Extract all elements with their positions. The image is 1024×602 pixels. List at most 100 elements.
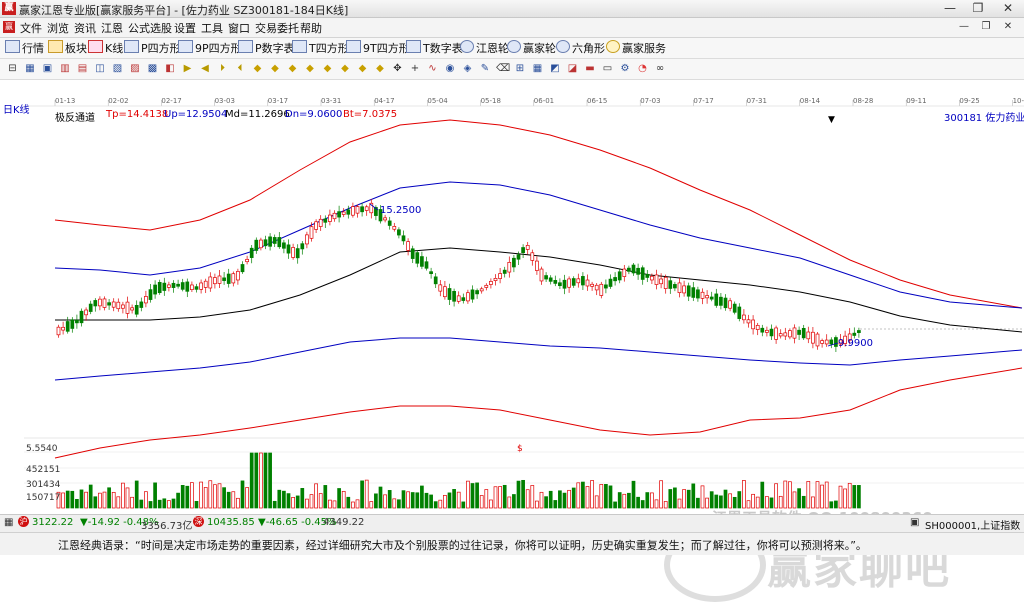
date-tick: 08-28 bbox=[853, 97, 874, 105]
tool-icon-26[interactable]: ◈ bbox=[463, 63, 472, 74]
tool-icon-24[interactable]: ∿ bbox=[428, 63, 437, 74]
candle bbox=[792, 327, 797, 339]
center-black-line bbox=[55, 247, 1023, 333]
tool-icon-21[interactable]: ◆ bbox=[376, 63, 384, 74]
tool-icon-13[interactable]: ⏴ bbox=[237, 63, 243, 74]
toolbar-t-square[interactable]: T四方形 bbox=[292, 40, 349, 56]
candle bbox=[323, 218, 328, 223]
volume-bar bbox=[668, 489, 673, 509]
tool-icon-27[interactable]: ✎ bbox=[480, 63, 490, 74]
winner-wheel-icon bbox=[507, 40, 521, 53]
candle bbox=[728, 300, 732, 309]
volume-bar bbox=[401, 490, 406, 509]
tool-icon-34[interactable]: ▭ bbox=[602, 63, 613, 74]
candle bbox=[272, 237, 277, 244]
restore-button[interactable]: ❐ bbox=[972, 1, 984, 15]
tool-icon-37[interactable]: ∞ bbox=[655, 63, 665, 74]
menu-help[interactable]: 帮助 bbox=[300, 22, 322, 35]
toolbar-9p-square[interactable]: 9P四方形 bbox=[178, 40, 242, 56]
index-selector-icon[interactable]: ▣ bbox=[910, 517, 920, 528]
tool-icon-19[interactable]: ◆ bbox=[341, 63, 349, 74]
tool-icon-6[interactable]: ▧ bbox=[112, 63, 123, 74]
toolbar-9t-square[interactable]: 9T四方形 bbox=[346, 40, 410, 56]
tool-icon-10[interactable]: ▶ bbox=[183, 63, 192, 74]
toolbar-kline[interactable]: K线 bbox=[88, 40, 123, 56]
tool-icon-31[interactable]: ◩ bbox=[550, 63, 560, 74]
volume-bar bbox=[631, 480, 636, 509]
candle bbox=[70, 319, 75, 329]
date-tick: 08-14 bbox=[799, 97, 821, 105]
menu-formula[interactable]: 公式选股 bbox=[128, 22, 172, 35]
candle bbox=[512, 257, 516, 268]
tool-icon-2[interactable]: ▣ bbox=[42, 63, 53, 74]
minimize-button[interactable]: — bbox=[944, 1, 956, 15]
toolbar-hexagon[interactable]: 六角形 bbox=[556, 40, 605, 56]
sub-close-button[interactable]: ✕ bbox=[1003, 21, 1013, 32]
toolbar-service[interactable]: 赢家服务 bbox=[606, 40, 666, 56]
tool-icon-16[interactable]: ◆ bbox=[288, 63, 297, 74]
toolbar-winner-wheel[interactable]: 赢家轮 bbox=[507, 40, 556, 56]
menu-gann[interactable]: 江恩 bbox=[101, 22, 123, 35]
menu-window[interactable]: 窗口 bbox=[228, 22, 250, 35]
toolbar-p-number-table[interactable]: P数字表 bbox=[238, 40, 295, 56]
candle bbox=[167, 284, 171, 288]
volume-bar bbox=[852, 485, 857, 509]
drawing-toolbar: ⊟ ▦ ▣ ▥ ▤ ◫ ▧ ▨ ▩ ◧ ▶ ◀ ⏵ ⏴ ◆ ◆ ◆ ◆ ◆ ◆ ◆ ◆ ✥ + ∿ ◉ ◈ ✎ ⌫ ⊞ ▦ ◩ ◪ ▬ ▭ ⚙ ◔ ∞ bbox=[0, 59, 1024, 80]
menu-trade[interactable]: 交易委托 bbox=[255, 22, 299, 35]
tool-icon-14[interactable]: ◆ bbox=[253, 63, 262, 74]
tool-icon-11[interactable]: ◀ bbox=[201, 63, 209, 74]
menu-info[interactable]: 资讯 bbox=[74, 22, 96, 35]
tool-icon-18[interactable]: ◆ bbox=[323, 63, 332, 74]
volume-bar bbox=[61, 492, 65, 509]
volume-bar bbox=[107, 487, 111, 509]
kline-chart-panel[interactable]: 日K线 01-13 02-02 02-17 03-03 03-17 03-31 04-17 0… bbox=[0, 80, 1024, 602]
sub-restore-button[interactable]: ❐ bbox=[981, 21, 991, 32]
tool-icon-12[interactable]: ⏵ bbox=[220, 63, 225, 74]
volume-bar bbox=[397, 499, 401, 509]
volume-bar bbox=[700, 485, 705, 509]
tool-icon-15[interactable]: ◆ bbox=[271, 63, 279, 74]
index-name[interactable]: SH000001,上证指数 bbox=[925, 521, 1021, 532]
tool-icon-20[interactable]: ◆ bbox=[358, 63, 367, 74]
menu-tools[interactable]: 工具 bbox=[201, 22, 223, 35]
tool-icon-36[interactable]: ◔ bbox=[638, 63, 647, 74]
menu-browse[interactable]: 浏览 bbox=[47, 22, 69, 35]
tool-icon-33[interactable]: ▬ bbox=[585, 63, 595, 74]
toolbar-sector[interactable]: 板块 bbox=[48, 40, 87, 56]
candle bbox=[599, 283, 604, 296]
p-table-icon bbox=[238, 40, 253, 53]
sub-minimize-button[interactable]: — bbox=[959, 21, 969, 32]
tool-icon-1[interactable]: ▦ bbox=[25, 63, 35, 74]
menu-file[interactable]: 文件 bbox=[20, 22, 42, 35]
tool-icon-35[interactable]: ⚙ bbox=[620, 63, 630, 74]
volume-bar bbox=[98, 492, 102, 509]
candle bbox=[613, 277, 617, 282]
tool-icon-23[interactable]: + bbox=[410, 63, 420, 74]
tool-icon-7[interactable]: ▨ bbox=[130, 63, 140, 74]
volume-bar bbox=[447, 492, 452, 509]
tool-icon-8[interactable]: ▩ bbox=[147, 63, 158, 74]
dropdown-arrow-icon[interactable]: ▼ bbox=[828, 115, 835, 125]
tool-icon-0[interactable]: ⊟ bbox=[8, 63, 17, 74]
tool-icon-29[interactable]: ⊞ bbox=[515, 63, 525, 74]
tool-icon-3[interactable]: ▥ bbox=[60, 63, 70, 74]
gann-wheel-icon bbox=[460, 40, 474, 53]
toolbar-p-square[interactable]: P四方形 bbox=[124, 40, 181, 56]
toolbar-quote[interactable]: 行情 bbox=[5, 40, 44, 56]
toolbar-t-number-table[interactable]: T数字表 bbox=[406, 40, 463, 56]
menu-bar: 赢 文件 浏览 资讯 江恩 公式选股 设置 工具 窗口 交易委托 帮助 — ❐ … bbox=[0, 18, 1024, 38]
menu-settings[interactable]: 设置 bbox=[174, 22, 196, 35]
volume-bar bbox=[355, 499, 360, 509]
toolbar-gann-wheel[interactable]: 江恩轮 bbox=[460, 40, 509, 56]
close-button[interactable]: ✕ bbox=[1002, 1, 1014, 15]
tool-icon-28[interactable]: ⌫ bbox=[496, 63, 511, 74]
tool-icon-32[interactable]: ◪ bbox=[567, 63, 578, 74]
tool-icon-25[interactable]: ◉ bbox=[445, 63, 455, 74]
tool-icon-30[interactable]: ▦ bbox=[532, 63, 543, 74]
tool-icon-4[interactable]: ▤ bbox=[77, 63, 88, 74]
tool-icon-9[interactable]: ◧ bbox=[165, 63, 175, 74]
tool-icon-5[interactable]: ◫ bbox=[95, 63, 105, 74]
tool-icon-22[interactable]: ✥ bbox=[393, 63, 402, 74]
tool-icon-17[interactable]: ◆ bbox=[306, 63, 314, 74]
grid-icon[interactable]: ▦ bbox=[4, 517, 14, 528]
